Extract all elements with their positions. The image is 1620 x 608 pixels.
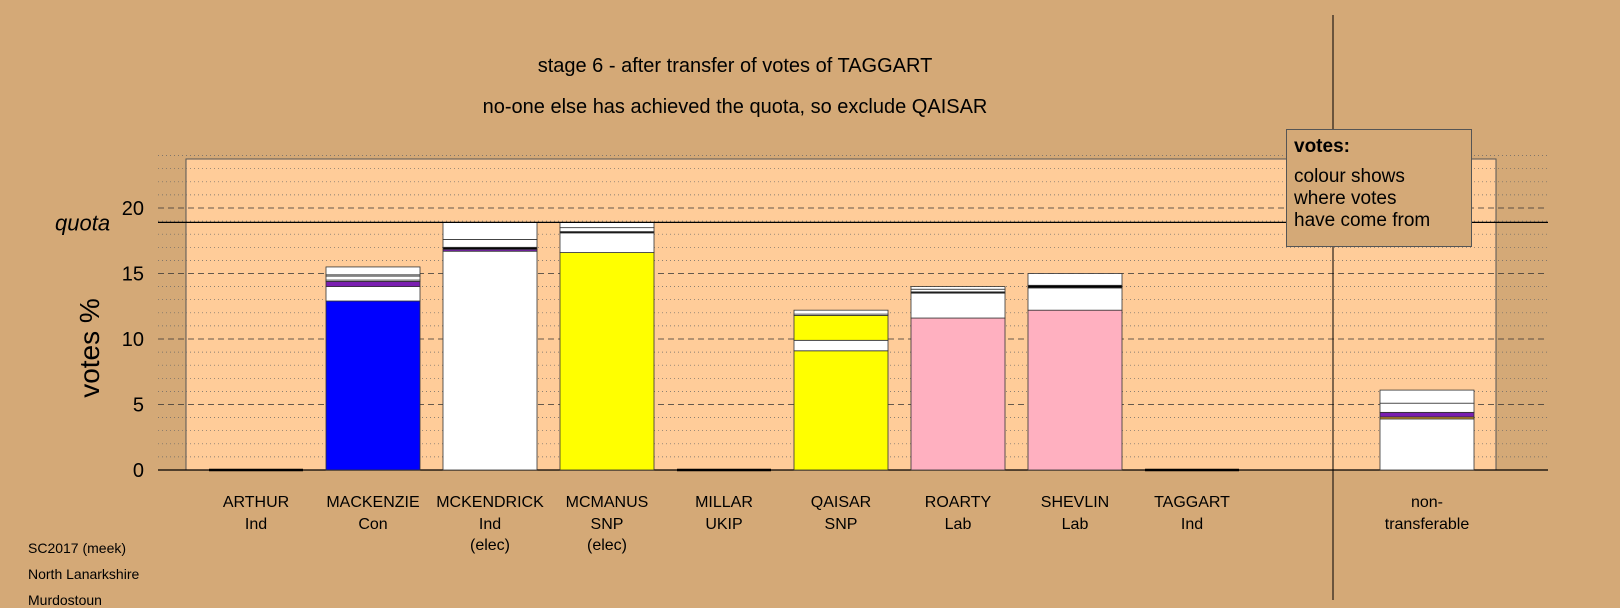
candidate-status-label: (elec) — [587, 537, 627, 554]
y-tick-label: 10 — [122, 329, 144, 351]
y-tick-label: 15 — [122, 264, 144, 286]
candidate-party-label: SNP — [825, 516, 858, 533]
bar-segment-mcmanus — [559, 232, 655, 253]
bar-segment-mckendrick — [442, 239, 538, 248]
y-tick-label: 20 — [122, 198, 144, 220]
candidate-party-label: Lab — [1062, 516, 1089, 533]
candidate-party-label: UKIP — [705, 516, 742, 533]
bar-segment-shevlin — [1027, 287, 1123, 311]
bar-segment-mcmanus — [559, 227, 655, 232]
footer-line-ward: Murdostoun — [28, 592, 102, 608]
bar-segment-shevlin — [1027, 309, 1123, 471]
bar-segment-mackenzie — [325, 300, 421, 471]
legend-box: votes: colour shows where votes have com… — [1286, 129, 1472, 247]
bar-segment-mckendrick — [442, 222, 538, 240]
quota-label: quota — [55, 210, 110, 235]
bar-segment-shevlin — [1027, 273, 1123, 286]
bar-segment-mackenzie — [325, 275, 421, 281]
candidate-party-label: SNP — [591, 516, 624, 533]
legend-line: colour shows — [1294, 166, 1405, 187]
candidate-party-label: Ind — [479, 516, 501, 533]
y-axis-label: votes % — [74, 298, 105, 398]
bar-segment-qaisar — [793, 350, 889, 471]
candidate-name-label: MCKENDRICK — [436, 494, 544, 511]
y-tick-label: 0 — [133, 460, 144, 482]
bar-segment-mckendrick — [442, 250, 538, 471]
nontransferable-bar-segment — [1379, 389, 1475, 404]
candidate-name-label: SHEVLIN — [1041, 494, 1109, 511]
bar-segment-mcmanus — [559, 252, 655, 471]
candidate-name-label: QAISAR — [811, 494, 871, 511]
candidate-party-label: Ind — [245, 516, 267, 533]
bar-segment-mackenzie — [325, 280, 421, 287]
candidate-name-label: MACKENZIE — [326, 494, 419, 511]
candidate-party-label: Con — [358, 516, 387, 533]
chart-title: stage 6 - after transfer of votes of TAG… — [538, 55, 933, 77]
bar-segment-mackenzie — [325, 266, 421, 276]
legend-line: have come from — [1294, 210, 1431, 231]
bar-segment-qaisar — [793, 315, 889, 341]
candidate-party-label: Ind — [1181, 516, 1203, 533]
bar-segment-qaisar — [793, 339, 889, 352]
candidate-name-label: ROARTY — [925, 494, 992, 511]
bar-segment-roarty — [910, 317, 1006, 471]
candidate-name-label: MCMANUS — [566, 494, 649, 511]
nontransferable-bar-segment — [1379, 411, 1475, 418]
nontransferable-bar-segment — [1379, 418, 1475, 471]
legend-line: where votes — [1294, 188, 1397, 209]
candidate-name-label: MILLAR — [695, 494, 753, 511]
bar-segment-mackenzie — [325, 286, 421, 302]
chart-subtitle: no-one else has achieved the quota, so e… — [483, 96, 988, 118]
y-tick-label: 5 — [133, 395, 144, 417]
bar-segment-mcmanus — [559, 222, 655, 229]
bar-segment-roarty — [910, 292, 1006, 319]
nontransferable-bar-segment — [1379, 402, 1475, 413]
candidate-name-label: ARTHUR — [223, 494, 289, 511]
legend-title: votes: — [1294, 136, 1350, 157]
bar-segment-roarty — [910, 286, 1006, 290]
bar-segment-qaisar — [793, 309, 889, 315]
footer-line-election: SC2017 (meek) — [28, 540, 127, 556]
candidate-party-label: Lab — [945, 516, 972, 533]
candidate-status-label: (elec) — [470, 537, 510, 554]
nontransferable-label: transferable — [1385, 516, 1470, 533]
candidate-name-label: TAGGART — [1154, 494, 1230, 511]
footer-line-council: North Lanarkshire — [28, 566, 140, 582]
nontransferable-label: non- — [1411, 494, 1443, 511]
